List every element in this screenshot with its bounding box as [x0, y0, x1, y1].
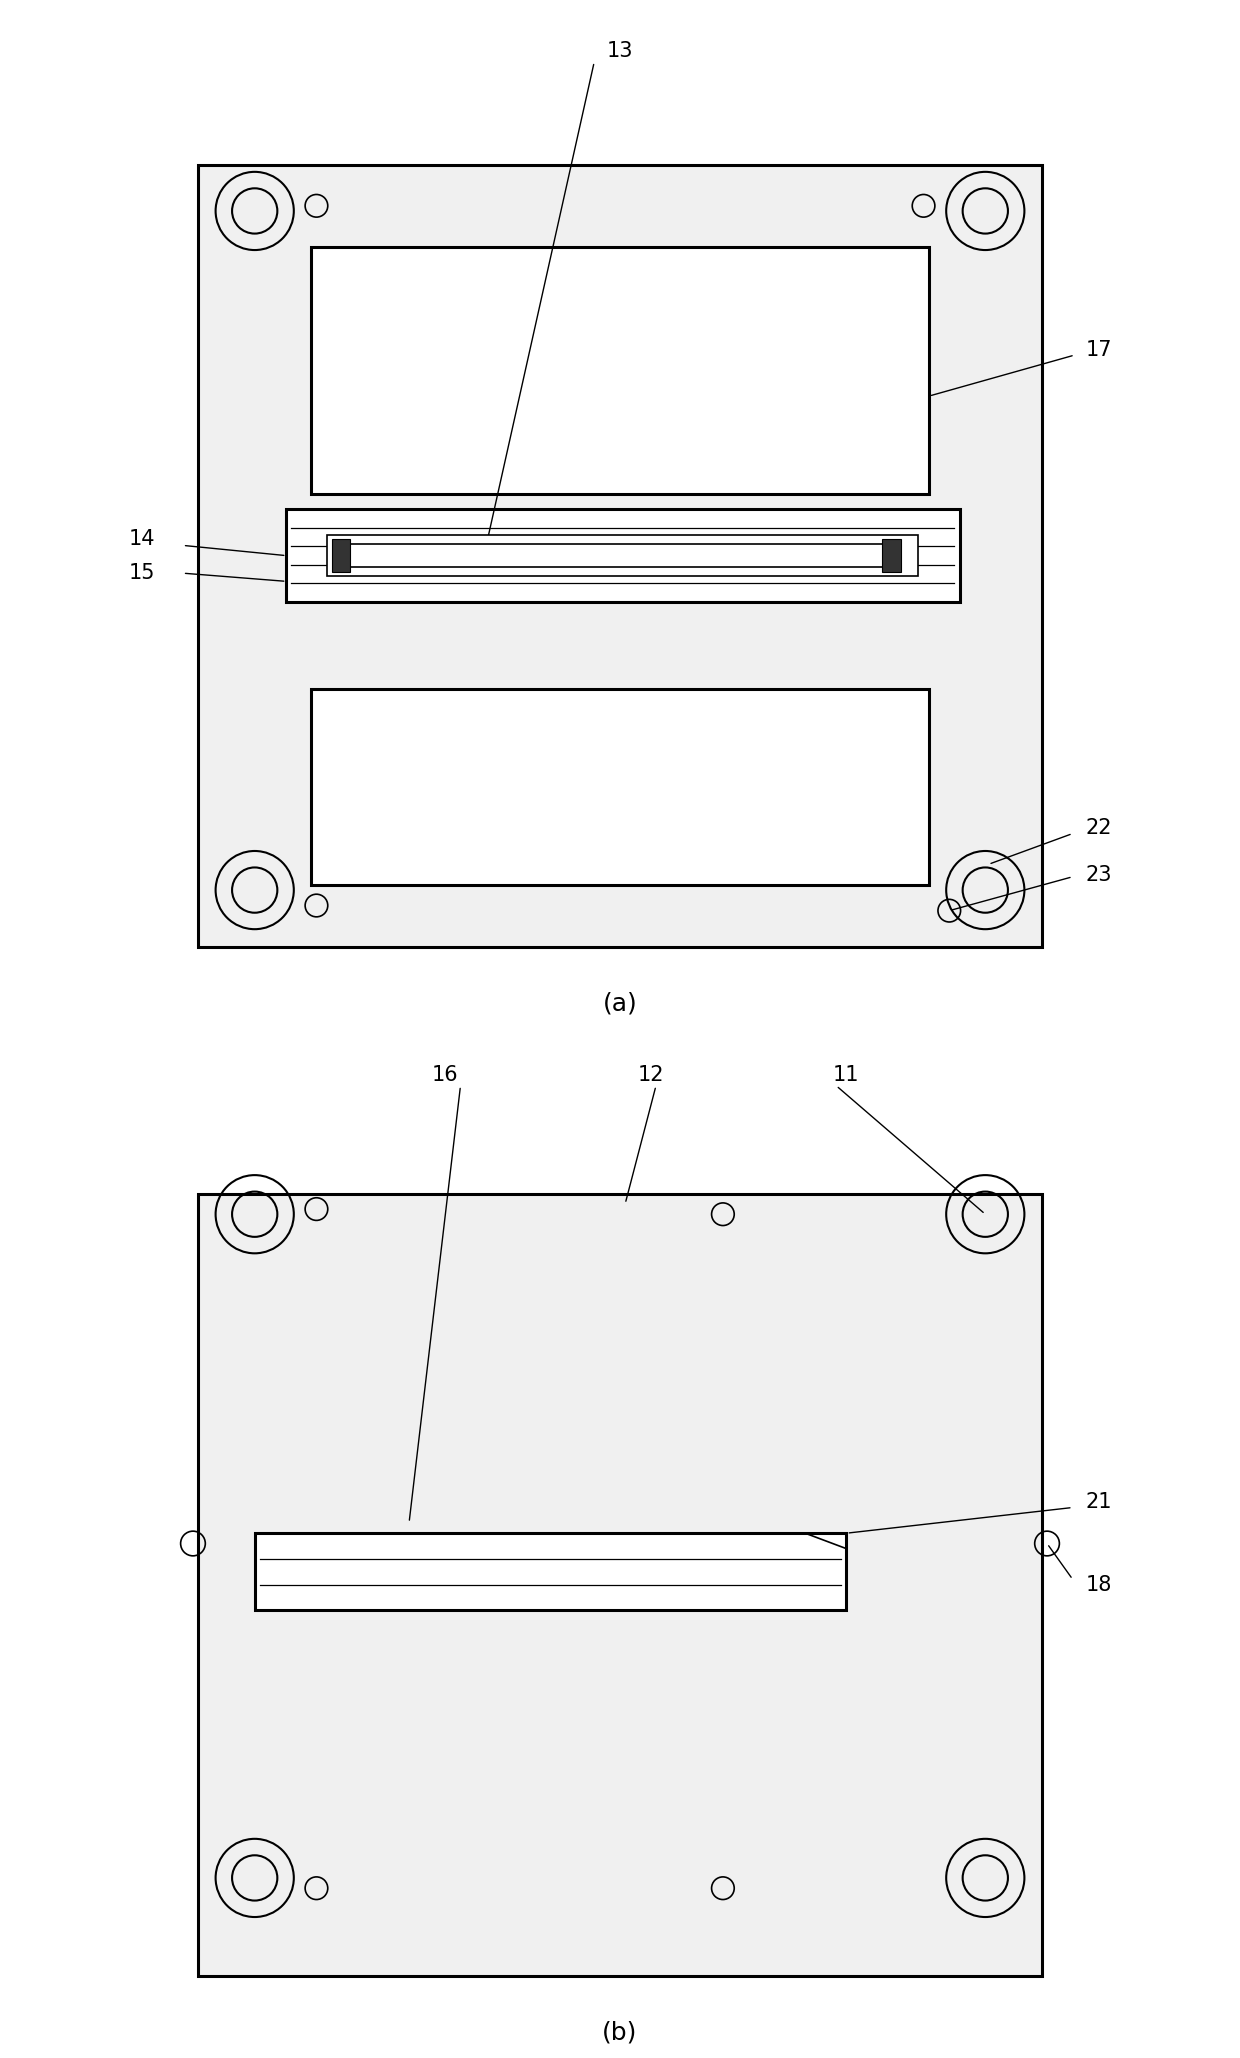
- Text: 16: 16: [432, 1066, 459, 1085]
- Bar: [198, 165, 1042, 947]
- Text: 15: 15: [128, 564, 155, 582]
- Text: 23: 23: [1085, 864, 1112, 885]
- Text: 13: 13: [606, 41, 634, 62]
- Bar: [285, 510, 960, 603]
- Bar: [198, 1194, 1042, 1976]
- Text: 21: 21: [1085, 1492, 1112, 1513]
- Text: 22: 22: [1085, 819, 1112, 838]
- Bar: [311, 247, 929, 494]
- Bar: [311, 689, 929, 885]
- Text: (b): (b): [603, 2021, 637, 2044]
- Text: 14: 14: [128, 529, 155, 549]
- Text: 18: 18: [1085, 1574, 1112, 1595]
- Text: (a): (a): [603, 992, 637, 1015]
- Bar: [326, 535, 919, 576]
- Bar: [883, 539, 901, 572]
- Text: 17: 17: [1085, 340, 1112, 360]
- Bar: [332, 539, 351, 572]
- Bar: [347, 545, 898, 568]
- Text: 12: 12: [637, 1066, 665, 1085]
- Bar: [254, 1533, 847, 1609]
- Text: 11: 11: [833, 1066, 859, 1085]
